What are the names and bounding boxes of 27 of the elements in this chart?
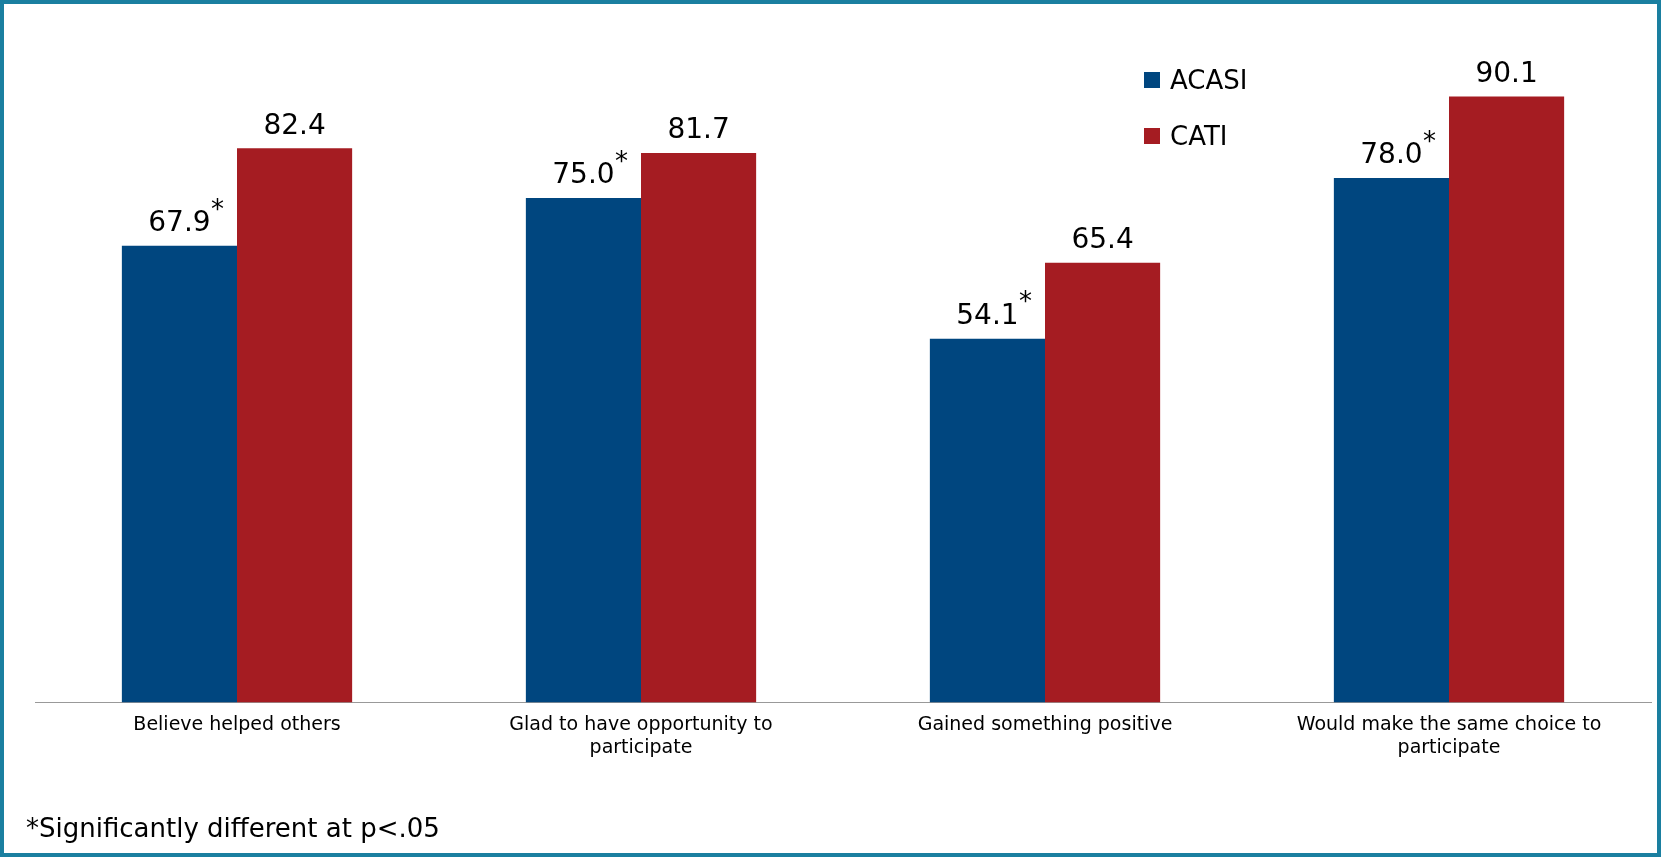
data-label: 65.4 <box>1071 221 1134 255</box>
annotation: * <box>615 145 628 176</box>
x-tick-label: Would make the same choice to participate <box>1296 711 1602 757</box>
bar <box>1333 177 1449 703</box>
data-label: 78.0 <box>1360 137 1423 171</box>
text: *Significantly different at p<.05 <box>26 813 440 843</box>
data-label: 54.1 <box>956 297 1019 331</box>
data-label: 82.4 <box>263 107 326 141</box>
bar <box>929 338 1045 703</box>
bar <box>641 153 757 703</box>
annotation: * <box>1019 286 1032 317</box>
annotation: * <box>1423 125 1436 156</box>
bar <box>121 245 237 703</box>
x-tick-label: Believe helped others <box>133 711 341 734</box>
bar <box>1449 96 1565 703</box>
annotation: * <box>211 193 224 224</box>
bar <box>1045 262 1161 703</box>
data-label: 75.0 <box>552 157 615 191</box>
data-label: 67.9 <box>148 205 211 239</box>
x-tick-label: Glad to have opportunity to participate <box>509 711 773 757</box>
bar <box>525 198 641 703</box>
data-label: 81.7 <box>667 112 730 146</box>
x-tick-label: Gained something positive <box>917 711 1173 734</box>
bar <box>237 148 353 703</box>
legend-label: CATI <box>1170 121 1228 151</box>
legend-label: ACASI <box>1170 65 1248 95</box>
data-label: 90.1 <box>1475 55 1538 89</box>
